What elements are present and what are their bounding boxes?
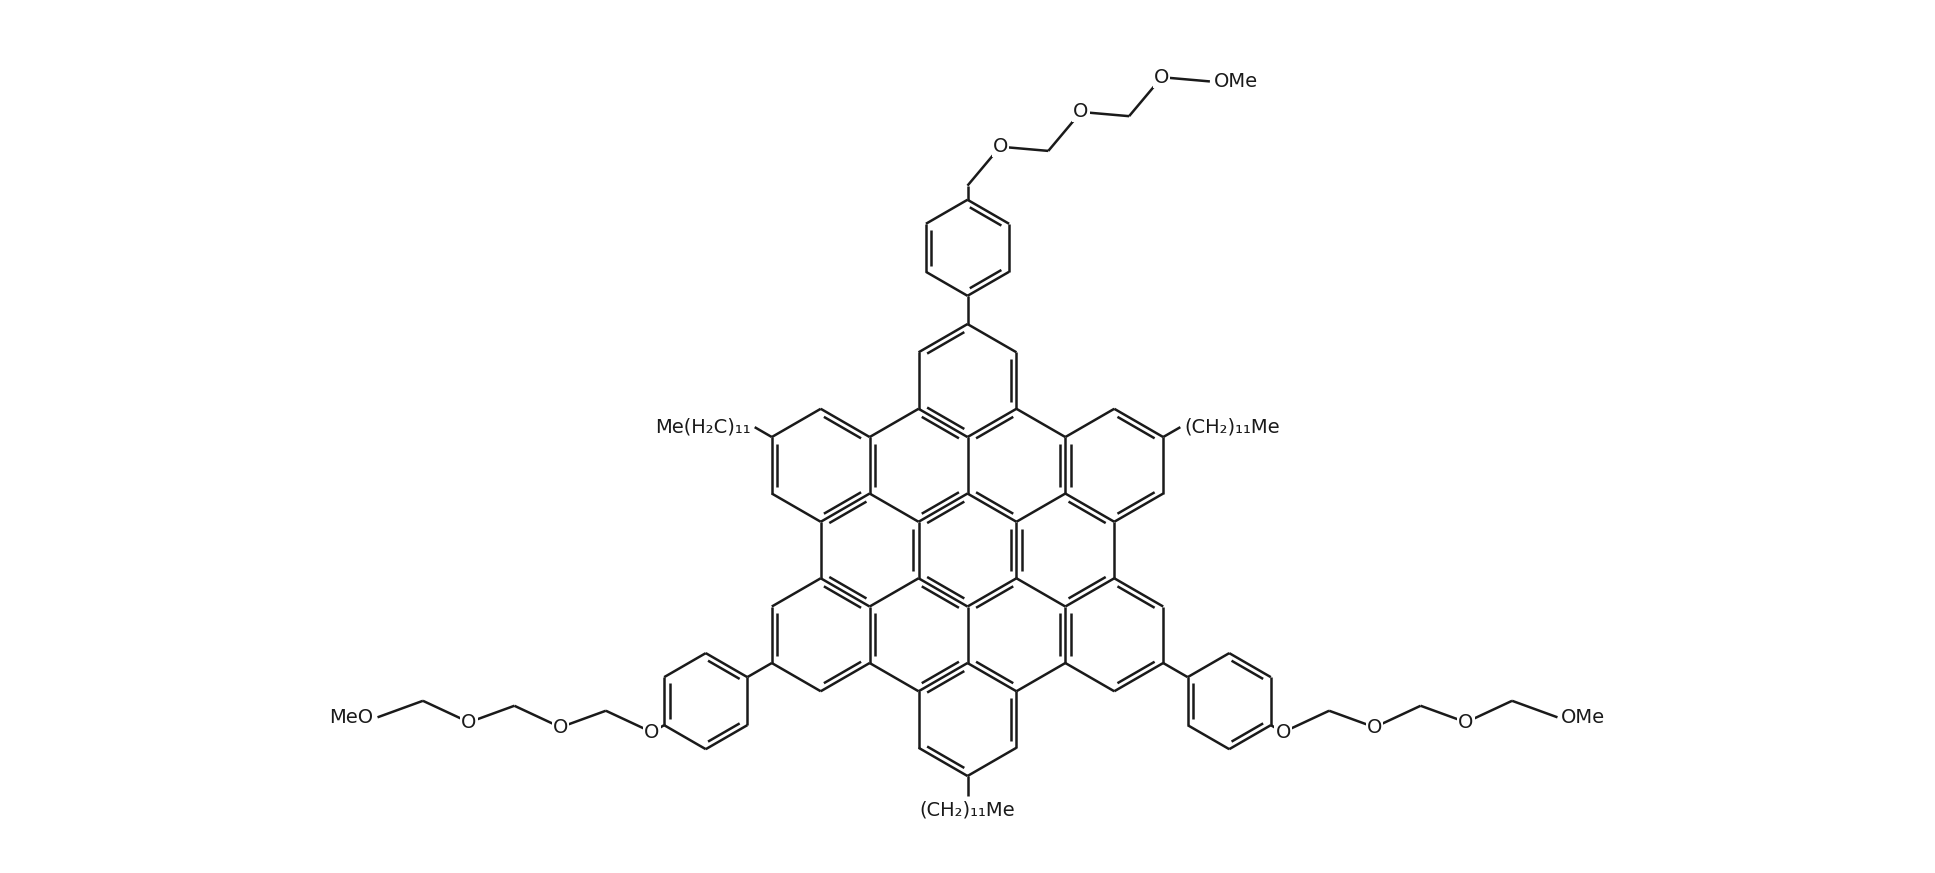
Text: O: O: [1153, 68, 1169, 86]
Text: O: O: [1459, 712, 1474, 732]
Text: MeO: MeO: [329, 708, 373, 727]
Text: O: O: [1366, 718, 1382, 737]
Text: O: O: [644, 723, 660, 742]
Text: (CH₂)₁₁Me: (CH₂)₁₁Me: [919, 801, 1016, 820]
Text: Me(H₂C)₁₁: Me(H₂C)₁₁: [656, 417, 751, 436]
Text: (CH₂)₁₁Me: (CH₂)₁₁Me: [1184, 417, 1279, 436]
Text: OMe: OMe: [1213, 72, 1258, 91]
Text: O: O: [461, 712, 476, 732]
Text: OMe: OMe: [1562, 708, 1606, 727]
Text: O: O: [1275, 723, 1291, 742]
Text: O: O: [553, 718, 569, 737]
Text: O: O: [1074, 102, 1089, 121]
Text: O: O: [993, 137, 1008, 156]
